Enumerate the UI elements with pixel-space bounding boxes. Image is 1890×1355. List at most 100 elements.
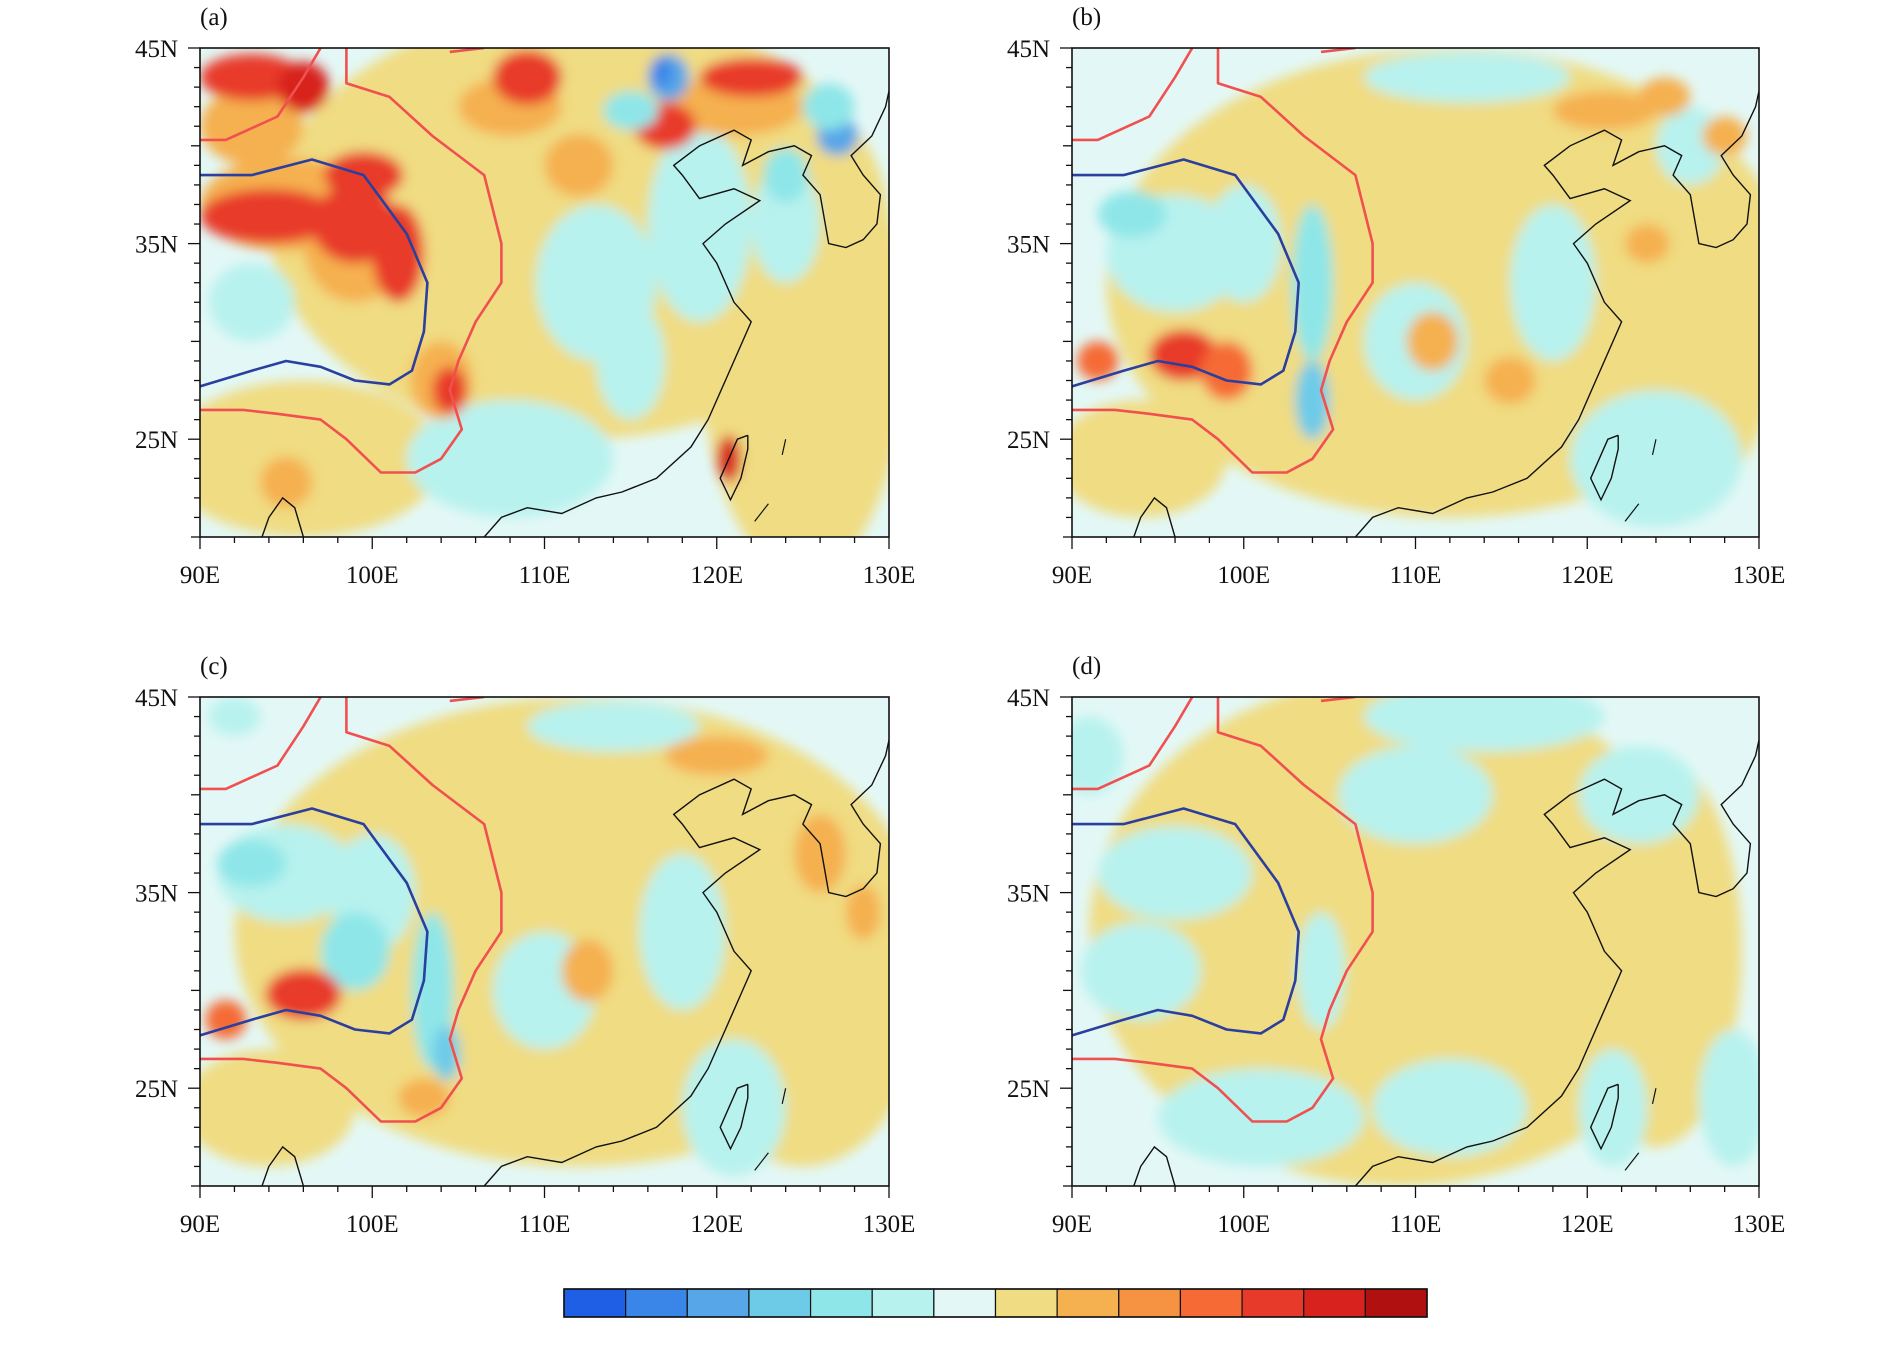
x-tick-label: 110E xyxy=(519,1211,571,1238)
anomaly-blob xyxy=(200,188,338,244)
anomaly-blob xyxy=(200,1049,355,1167)
anomaly-blob xyxy=(763,147,809,203)
taiwan-coastline xyxy=(719,434,749,502)
anomaly-blob xyxy=(845,884,881,940)
x-tick-label: 120E xyxy=(690,1211,743,1238)
anomaly-blob xyxy=(1291,204,1334,361)
island-mark xyxy=(781,1088,787,1104)
x-tick-label: 110E xyxy=(1390,562,1442,589)
plateau-contour-red xyxy=(200,697,503,1123)
x-tick-label: 90E xyxy=(1052,1211,1092,1238)
anomaly-blob xyxy=(639,853,726,1010)
anomaly-field xyxy=(200,697,889,1186)
panel-label: (c) xyxy=(200,653,228,680)
panel-label: (d) xyxy=(1072,653,1101,680)
anomaly-blob xyxy=(1625,224,1670,264)
anomaly-blob xyxy=(1200,341,1253,401)
island-mark xyxy=(754,503,769,522)
taiwan-coastline xyxy=(719,1083,749,1151)
x-tick-label: 100E xyxy=(346,1211,399,1238)
anomaly-blob xyxy=(432,1025,461,1081)
y-tick-label: 35N xyxy=(135,232,178,259)
anomaly-blob xyxy=(200,380,442,537)
y-tick-label: 25N xyxy=(135,427,178,454)
anomaly-blob xyxy=(1080,921,1201,1020)
anomaly-blob xyxy=(217,839,287,887)
plateau-contour-red xyxy=(1072,48,1374,474)
anomaly-blob xyxy=(1702,116,1747,156)
anomaly-blob xyxy=(1363,51,1571,103)
y-tick-label: 25N xyxy=(135,1076,178,1103)
anomaly-blob xyxy=(1578,745,1699,844)
taiwan-coastline xyxy=(1589,1083,1619,1151)
x-tick-label: 110E xyxy=(1390,1211,1442,1238)
plateau-contour-red xyxy=(200,48,322,142)
anomaly-blob xyxy=(1484,357,1536,404)
colorbar-frame xyxy=(563,1288,1428,1318)
plateau-contour-red xyxy=(200,48,503,474)
anomaly-blob xyxy=(682,1039,786,1177)
anomaly-blob xyxy=(1638,77,1691,117)
anomaly-blob xyxy=(1296,912,1346,1030)
island-mark xyxy=(1651,1088,1657,1104)
map-panel-d: 90E 100E 110E 120E 130E 25N 35N 45N (d) xyxy=(1007,653,1785,1238)
y-tick-label: 45N xyxy=(1007,685,1050,712)
anomaly-blob xyxy=(665,736,769,776)
anomaly-blob xyxy=(699,57,803,97)
anomaly-blob xyxy=(1149,329,1218,381)
y-tick-label: 35N xyxy=(1007,881,1050,908)
anomaly-blob xyxy=(802,83,855,131)
plateau-contour-red xyxy=(1072,697,1194,791)
anomaly-blob xyxy=(372,204,424,303)
colorbar-swatch xyxy=(563,1288,627,1318)
x-tick-label: 100E xyxy=(1217,1211,1270,1238)
y-tick-label: 35N xyxy=(135,881,178,908)
x-tick-label: 100E xyxy=(1217,562,1270,589)
coastline xyxy=(483,739,889,1186)
y-tick-label: 45N xyxy=(135,685,178,712)
anomaly-blob xyxy=(265,968,342,1020)
x-tick-label: 130E xyxy=(863,562,916,589)
colorbar-swatch xyxy=(994,1288,1058,1318)
colorbar-swatch xyxy=(1179,1288,1243,1318)
anomaly-blob xyxy=(406,400,614,518)
x-tick-label: 90E xyxy=(1052,562,1092,589)
colorbar-swatch xyxy=(1118,1288,1182,1318)
x-tick-label: 90E xyxy=(180,562,220,589)
anomaly-blob xyxy=(1364,697,1605,752)
island-mark xyxy=(1651,439,1657,455)
anomaly-blob xyxy=(260,456,312,508)
coastline xyxy=(1354,90,1759,537)
anomaly-blob xyxy=(205,1000,247,1040)
anomaly-blob xyxy=(1072,400,1227,518)
y-tick-label: 45N xyxy=(135,36,178,63)
anomaly-blob xyxy=(527,700,700,752)
anomaly-blob xyxy=(1072,716,1124,795)
anomaly-blob xyxy=(751,165,821,283)
map-panel-c: 90E 100E 110E 120E 130E 25N 35N 45N (c) xyxy=(135,653,915,1238)
anomaly-blob xyxy=(1077,341,1119,381)
y-tick-label: 35N xyxy=(1007,232,1050,259)
taiwan-coastline xyxy=(1589,434,1619,502)
map-panel-b: 90E 100E 110E 120E 130E 25N 35N 45N (b) xyxy=(1007,4,1785,589)
anomaly-blob xyxy=(200,53,304,101)
map-panel-a: 90E 100E 110E 120E 130E 25N 35N 45N (a) xyxy=(135,4,915,589)
colorbar-swatch xyxy=(686,1288,750,1318)
plateau-contour-red xyxy=(1072,697,1374,1123)
coastline xyxy=(1354,739,1759,1186)
coastline xyxy=(261,496,305,537)
anomaly-field xyxy=(200,48,889,537)
x-tick-label: 100E xyxy=(346,562,399,589)
anomaly-blob xyxy=(1578,1049,1648,1167)
anomaly-blob xyxy=(1338,745,1493,844)
anomaly-blob xyxy=(647,126,752,322)
colorbar-swatch xyxy=(748,1288,812,1318)
anomaly-blob xyxy=(208,263,295,342)
anomaly-blob xyxy=(208,697,261,737)
anomaly-blob xyxy=(596,302,666,420)
anomaly-blob xyxy=(1552,91,1656,131)
x-tick-label: 120E xyxy=(1561,562,1614,589)
panel-label: (b) xyxy=(1072,4,1101,31)
anomaly-blob xyxy=(794,814,846,893)
